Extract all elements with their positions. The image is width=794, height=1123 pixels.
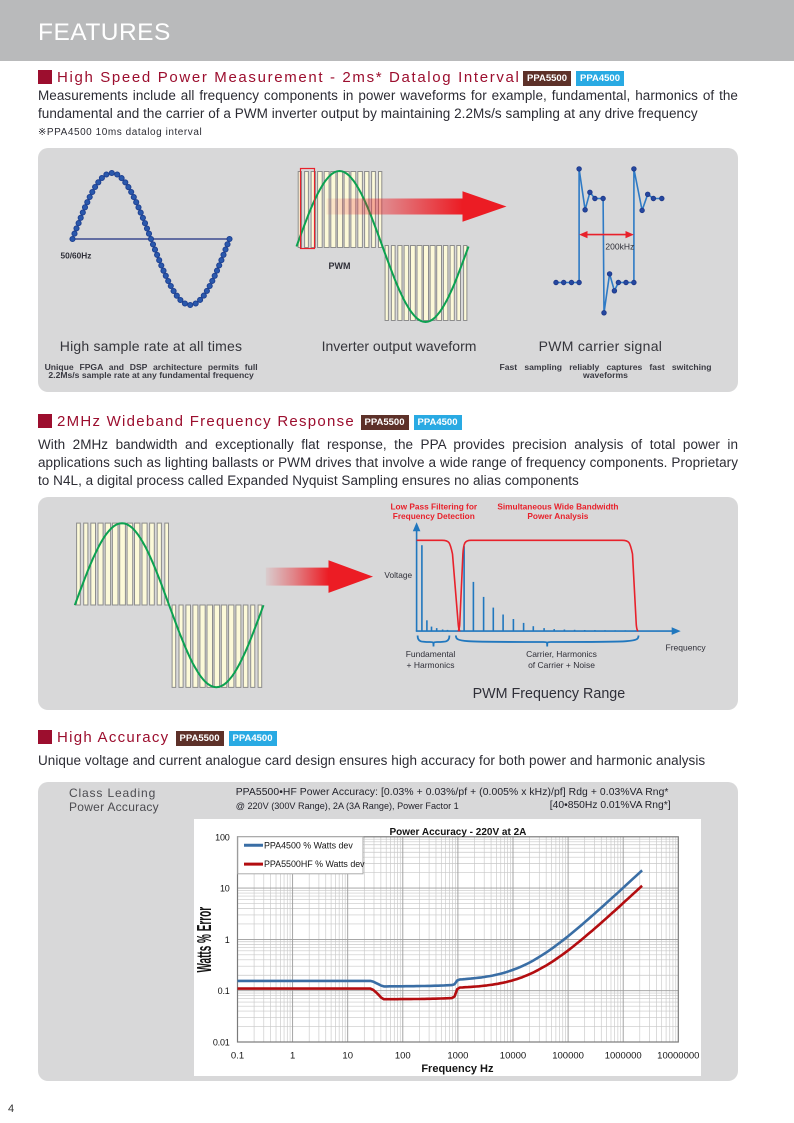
- svg-text:Voltage: Voltage: [384, 570, 412, 580]
- svg-text:10000000: 10000000: [657, 1051, 699, 1062]
- svg-text:Power Accuracy - 220V at 2A: Power Accuracy - 220V at 2A: [389, 827, 526, 838]
- svg-text:10: 10: [342, 1051, 353, 1062]
- svg-text:0.1: 0.1: [231, 1051, 244, 1062]
- svg-text:Carrier, Harmonics: Carrier, Harmonics: [526, 649, 597, 659]
- svg-text:PPA5500HF % Watts dev: PPA5500HF % Watts dev: [264, 859, 365, 869]
- svg-text:1: 1: [290, 1051, 295, 1062]
- svg-text:1000000: 1000000: [605, 1051, 642, 1062]
- svg-text:+ Harmonics: + Harmonics: [406, 660, 454, 670]
- svg-text:Simultaneous Wide Bandwidth: Simultaneous Wide Bandwidth: [497, 502, 618, 512]
- svg-text:0.1: 0.1: [218, 986, 230, 996]
- svg-text:100: 100: [395, 1051, 411, 1062]
- svg-text:Watts % Error: Watts % Error: [195, 907, 217, 973]
- svg-text:Frequency Detection: Frequency Detection: [392, 511, 474, 521]
- svg-text:Fundamental: Fundamental: [405, 649, 455, 659]
- svg-text:PWM Frequency Range: PWM Frequency Range: [472, 686, 625, 702]
- svg-text:200kHz: 200kHz: [605, 241, 634, 251]
- svg-text:PWM: PWM: [328, 261, 350, 271]
- svg-text:10: 10: [220, 884, 230, 894]
- svg-text:1000: 1000: [447, 1051, 468, 1062]
- svg-text:of Carrier + Noise: of Carrier + Noise: [528, 660, 595, 670]
- svg-text:Low Pass Filtering for: Low Pass Filtering for: [390, 502, 477, 512]
- svg-text:1: 1: [225, 935, 230, 945]
- svg-text:PPA4500 % Watts dev: PPA4500 % Watts dev: [264, 840, 353, 850]
- svg-text:10000: 10000: [500, 1051, 526, 1062]
- svg-text:Frequency Hz: Frequency Hz: [421, 1063, 494, 1075]
- svg-text:0.01: 0.01: [213, 1038, 230, 1048]
- svg-text:100000: 100000: [552, 1051, 584, 1062]
- svg-text:50/60Hz: 50/60Hz: [60, 250, 91, 260]
- svg-text:Frequency: Frequency: [665, 643, 706, 653]
- svg-text:100: 100: [215, 832, 230, 842]
- svg-text:Power Analysis: Power Analysis: [527, 511, 588, 521]
